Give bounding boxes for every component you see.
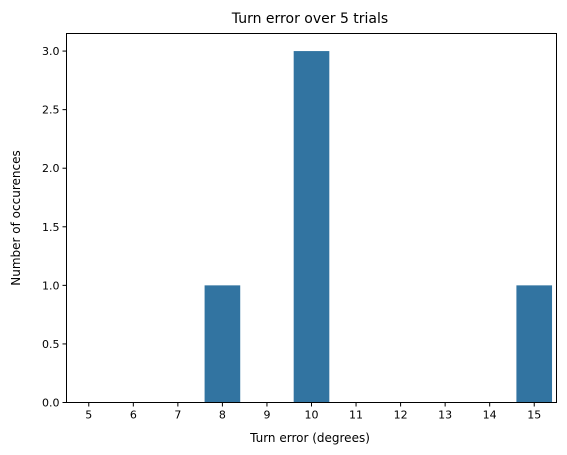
chart-title: Turn error over 5 trials — [231, 11, 388, 27]
x-tick-label: 15 — [527, 409, 541, 422]
x-axis-label: Turn error (degrees) — [249, 431, 370, 445]
y-tick-label: 2.0 — [42, 162, 60, 175]
x-tick-label: 5 — [85, 409, 92, 422]
y-tick-label: 1.0 — [42, 279, 60, 292]
y-axis-ticks: 0.0 0.5 1.0 1.5 2.0 2.5 3.0 — [42, 45, 67, 410]
y-tick-label: 0.0 — [42, 397, 60, 410]
y-tick-label: 2.5 — [42, 104, 60, 117]
x-tick-label: 6 — [130, 409, 137, 422]
bar-8 — [204, 285, 241, 403]
bar-15 — [516, 285, 553, 403]
x-axis-ticks: 5 6 7 8 9 10 11 12 13 14 15 — [85, 402, 541, 422]
x-tick-label: 9 — [263, 409, 270, 422]
bars — [204, 51, 553, 403]
y-axis-label: Number of occurences — [9, 150, 23, 285]
x-tick-label: 14 — [483, 409, 497, 422]
x-tick-label: 11 — [349, 409, 363, 422]
y-tick-label: 0.5 — [42, 338, 60, 351]
y-tick-label: 1.5 — [42, 221, 60, 234]
x-tick-label: 8 — [219, 409, 226, 422]
y-tick-label: 3.0 — [42, 45, 60, 58]
bar-10 — [293, 51, 330, 403]
x-tick-label: 13 — [438, 409, 452, 422]
plot-frame — [66, 33, 557, 403]
x-tick-label: 7 — [174, 409, 181, 422]
x-tick-label: 10 — [305, 409, 319, 422]
x-tick-label: 12 — [394, 409, 408, 422]
